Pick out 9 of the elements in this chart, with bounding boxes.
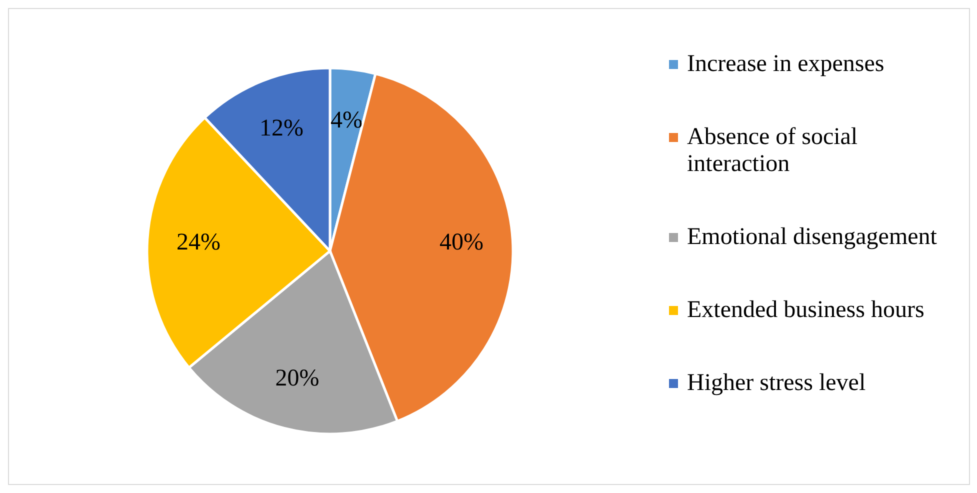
legend-label: Higher stress level <box>687 370 866 396</box>
legend-label: Increase in expenses <box>687 50 884 78</box>
data-label: 20% <box>275 366 320 392</box>
legend-label: Emotional disengagement <box>687 224 937 250</box>
data-label: 40% <box>440 230 484 256</box>
legend-label: Extended business hours <box>687 296 924 324</box>
legend-label: Absence of social interaction <box>687 124 859 178</box>
data-label: 12% <box>259 115 304 142</box>
data-label: 24% <box>176 230 220 256</box>
